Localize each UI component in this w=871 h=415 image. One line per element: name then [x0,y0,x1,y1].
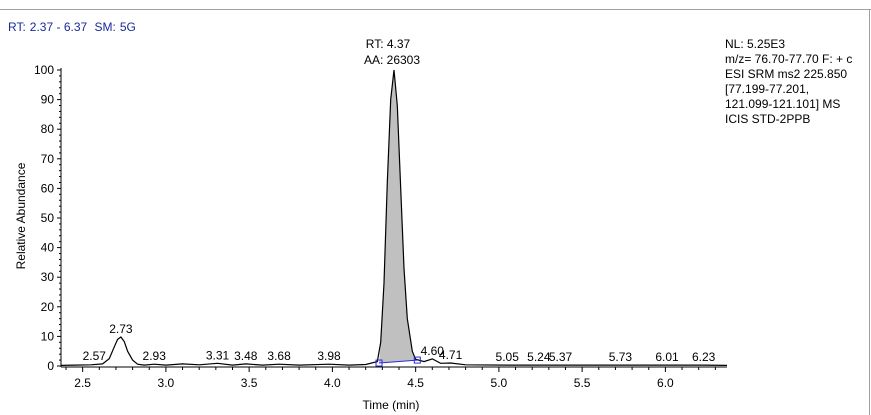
peak-label: 3.98 [317,349,341,363]
y-tick-label: 40 [41,241,55,255]
info-line: ICIS STD-2PPB [725,112,811,126]
peak-label: 2.57 [83,349,107,363]
y-tick-label: 0 [47,359,54,373]
window-top-border [0,9,871,10]
integration-baseline [378,359,418,364]
y-tick-label: 20 [41,300,55,314]
y-tick-label: 10 [41,329,55,343]
peak-label: 3.48 [234,349,258,363]
peak-label: 6.23 [692,350,716,364]
y-tick-label: 90 [41,93,55,107]
x-tick-label: 5.5 [574,376,591,390]
peak-label: 4.71 [439,348,463,362]
baseline-start-marker [375,359,383,367]
baseline-end-marker [413,356,421,364]
peak-label: 5.73 [609,350,633,364]
sm-value: 5G [119,20,136,34]
scan-info-panel: NL: 5.25E3 m/z= 76.70-77.70 F: + c ESI S… [725,37,870,127]
peak-label: 3.31 [206,348,230,362]
y-tick-label: 100 [34,63,54,77]
sm-label: SM: [94,20,116,34]
x-tick-label: 2.5 [74,376,91,390]
peak-area-group [379,70,418,363]
peak-label: 2.93 [143,349,167,363]
rt-range: 2.37 - 6.37 [29,20,88,34]
peak-label: 2.73 [109,322,133,336]
info-line: NL: 5.25E3 [725,37,786,51]
peak-rt-annotation: RT: 4.37 [366,37,411,51]
x-tick-label: 4.5 [407,376,424,390]
peak-area-fill [379,70,418,363]
x-axis-title: Time (min) [363,398,420,412]
y-tick-label: 50 [41,211,55,225]
info-line: ESI SRM ms2 225.850 [725,67,848,81]
rt-label: RT: [8,20,26,34]
trace-group [60,69,728,367]
x-tick-label: 3.0 [158,376,175,390]
x-tick-label: 4.0 [324,376,341,390]
y-tick-label: 60 [41,181,55,195]
info-line: [77.199-77.201, [725,82,810,96]
peak-label: 5.05 [496,350,520,364]
x-tick-label: 5.0 [491,376,508,390]
y-tick-label: 80 [41,122,55,136]
x-tick-label: 6.0 [657,376,674,390]
peak-label: 6.01 [655,350,679,364]
y-tick-label: 70 [41,152,55,166]
x-tick-label: 3.5 [241,376,258,390]
axes-group: 0 10 20 30 40 50 60 70 80 90 100 2.5 3.0 3.5 4.0 4.5 5.0… [34,63,727,390]
peak-labels-group: 2.572.73 2.93 3.31 3.48 3.68 3.98 4.604.71 5.05… [83,322,716,364]
chromatogram-trace [60,69,728,366]
peak-label: 5.24 [527,350,551,364]
peak-label: 4.60 [421,344,445,358]
y-tick-label: 30 [41,270,55,284]
peak-label: 3.68 [267,349,291,363]
info-line: m/z= 76.70-77.70 F: + c [725,52,853,66]
peak-area-annotation: AA: 26303 [364,53,420,67]
peak-label: 5.37 [549,350,573,364]
info-line: 121.099-121.101] MS [725,97,841,111]
y-axis-title: Relative Abundance [14,162,28,269]
chromatogram-header: RT: 2.37 - 6.37 SM: 5G [8,20,140,34]
window-right-border [869,9,870,415]
